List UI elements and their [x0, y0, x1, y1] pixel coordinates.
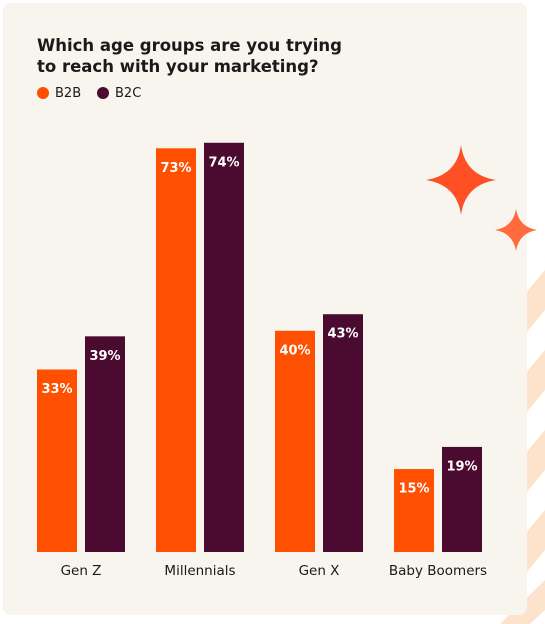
- x-tick-label: Gen X: [299, 563, 340, 579]
- legend-swatch: [37, 87, 49, 99]
- x-tick-label: Baby Boomers: [389, 563, 487, 579]
- value-label: 73%: [160, 161, 191, 176]
- value-label: 19%: [446, 459, 477, 474]
- decoration-star: [495, 209, 537, 251]
- value-label: 43%: [327, 327, 358, 342]
- title-line: Which age groups are you trying: [37, 36, 342, 55]
- value-label: 15%: [398, 482, 429, 497]
- bar: [85, 336, 125, 552]
- x-tick-label: Millennials: [164, 563, 235, 579]
- title-line: to reach with your marketing?: [37, 57, 319, 76]
- card: [3, 3, 527, 615]
- value-label: 33%: [41, 382, 72, 397]
- plot: B2B B2C 33% 39% Gen Z 73% 74% Millennials 40% 43%…: [37, 86, 487, 579]
- bar: [156, 148, 196, 552]
- bar: [204, 142, 244, 552]
- bar: [275, 330, 315, 552]
- x-tick-label: Gen Z: [61, 563, 102, 579]
- bar: [394, 469, 434, 552]
- decoration-star: [426, 145, 496, 215]
- bar: [37, 369, 77, 552]
- value-label: 40%: [279, 343, 310, 358]
- bar: [442, 446, 482, 552]
- legend-label: B2C: [115, 86, 141, 101]
- bar: [323, 314, 363, 552]
- chart-title: Which age groups are you trying to reach…: [37, 36, 348, 76]
- legend-label: B2B: [55, 86, 81, 101]
- legend-swatch: [97, 87, 109, 99]
- value-label: 74%: [208, 155, 239, 170]
- value-label: 39%: [89, 349, 120, 364]
